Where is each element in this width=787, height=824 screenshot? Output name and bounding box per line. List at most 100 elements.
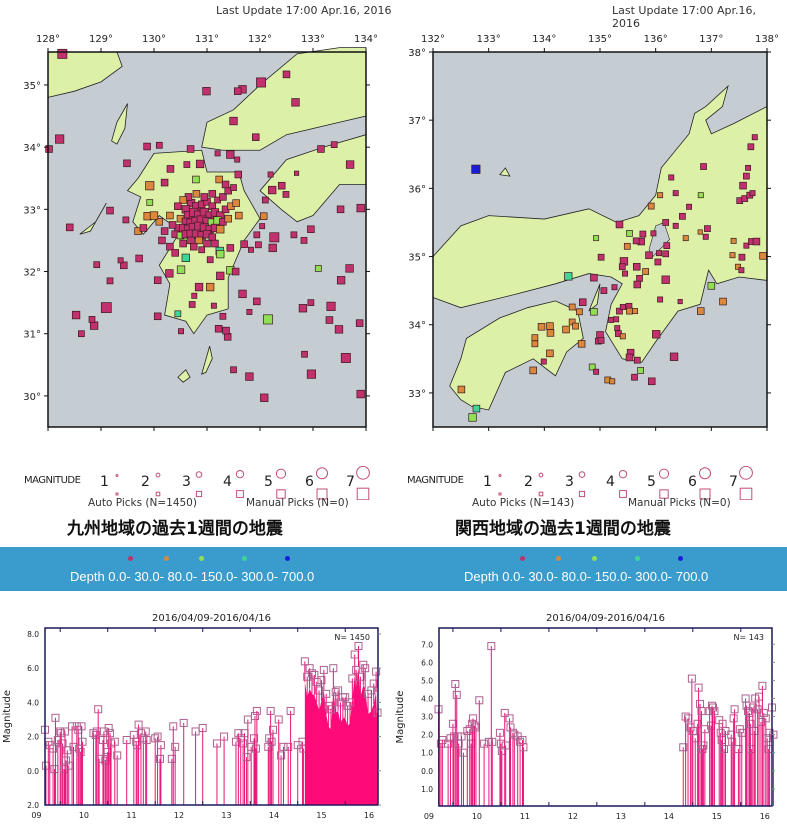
event-marker [451, 680, 460, 689]
magnitude-circle-icon [498, 474, 502, 477]
epicenter-marker [472, 404, 481, 413]
epicenter-marker [669, 352, 679, 361]
epicenter-marker [730, 237, 737, 244]
event-marker [322, 689, 331, 698]
epicenter-marker [529, 366, 537, 375]
magnitude-value: 1 [483, 474, 492, 490]
epicenter-marker [719, 297, 727, 306]
epicenter-marker [340, 353, 351, 363]
depth-legend-bar: Depth 0.0- 30.0- 80.0- 150.0- 300.0- 700… [0, 547, 787, 591]
longitude-label: 135° [588, 34, 612, 45]
epicenter-marker [224, 214, 232, 223]
depth-dot-0-30 [520, 556, 525, 561]
epicenter-marker [597, 253, 605, 261]
epicenter-marker [160, 178, 169, 187]
epicenter-marker [235, 211, 243, 220]
epicenter-marker [657, 296, 664, 303]
epicenter-marker [229, 116, 238, 126]
longitude-label: 133° [301, 34, 325, 45]
epicenter-marker [537, 323, 546, 331]
magnitude-circle-icon [195, 471, 203, 478]
depth-legend-text: Depth 0.0- 30.0- 80.0- 150.0- 300.0- 700… [70, 569, 315, 584]
epicenter-marker [336, 205, 345, 214]
epicenter-marker [632, 308, 639, 315]
epicenter-marker [139, 224, 148, 232]
y-tick-label: 4.0 [421, 694, 433, 703]
epicenter-marker [211, 239, 219, 248]
epicenter-marker [106, 277, 114, 285]
y-tick-label: 2.0 [421, 731, 433, 740]
epicenter-marker [697, 307, 705, 315]
event-marker [307, 669, 316, 678]
x-tick-label: 14 [269, 811, 279, 820]
event-marker [113, 751, 122, 760]
epicenter-marker [639, 230, 647, 238]
event-marker [475, 696, 484, 705]
dense-events-fill [304, 666, 378, 805]
epicenter-marker [45, 145, 53, 153]
y-tick-label: 6.0 [27, 664, 39, 673]
y-tick-label: 2.0 [27, 733, 39, 742]
epicenter-marker [294, 170, 300, 176]
epicenter-marker [71, 310, 81, 320]
event-marker [317, 676, 326, 685]
epicenter-marker [277, 181, 286, 190]
event-marker [155, 754, 164, 763]
magnitude-square-icon [236, 490, 244, 498]
land [499, 167, 511, 177]
event-marker [769, 730, 778, 739]
magnitude-circle-icon [155, 472, 161, 478]
x-tick-label: 13 [616, 812, 626, 821]
magnitude-square-icon [155, 491, 161, 497]
epicenter-marker [622, 270, 628, 277]
magnitude-legend-left: MAGNITUDE 1 2 3 4 5 6 7 [0, 466, 393, 506]
epicenter-marker [291, 98, 300, 107]
magnitude-square-icon [195, 490, 203, 498]
epicenter-marker [345, 264, 354, 273]
epicenter-marker [120, 261, 128, 270]
epicenter-marker [471, 164, 481, 174]
epicenter-marker [593, 235, 600, 242]
epicenter-marker [215, 175, 223, 184]
magnitude-value: 7 [729, 474, 738, 490]
epicenter-marker [143, 142, 151, 151]
epicenter-marker [198, 246, 206, 254]
event-marker [151, 734, 160, 743]
event-marker [76, 747, 85, 756]
epicenter-marker [263, 314, 273, 325]
event-marker [470, 721, 479, 730]
event-marker [341, 693, 350, 702]
magnitude-square-icon [619, 490, 627, 498]
epicenter-marker [546, 349, 554, 358]
epicenter-marker [153, 276, 162, 284]
latitude-label: 35° [23, 81, 41, 92]
epicenter-marker [165, 269, 174, 278]
land [177, 369, 191, 383]
epicenter-marker [89, 321, 99, 330]
y-tick-label: 2.0 [27, 801, 39, 810]
magnitude-value: 7 [346, 474, 355, 490]
epicenter-marker [171, 249, 179, 257]
epicenter-marker [206, 282, 215, 292]
event-marker [56, 727, 65, 736]
epicenter-marker [307, 299, 315, 306]
epicenter-marker [588, 363, 596, 371]
magnitude-square-icon [699, 488, 711, 500]
epicenter-marker [268, 185, 277, 195]
epicenter-marker [631, 373, 638, 381]
epicenter-marker [194, 282, 204, 292]
event-marker [220, 732, 229, 741]
epicenter-marker [255, 241, 262, 249]
event-marker [179, 718, 188, 727]
magnitude-value: 3 [182, 474, 191, 490]
epicenter-marker [661, 275, 670, 284]
epicenter-marker [626, 230, 633, 237]
event-marker [142, 736, 151, 745]
epicenter-marker [238, 289, 247, 299]
epicenter-marker [259, 212, 268, 220]
epicenter-marker [672, 222, 679, 229]
epicenter-marker [221, 180, 230, 189]
depth-dot-150-300 [635, 556, 640, 561]
x-tick-label: 14 [664, 812, 674, 821]
x-tick-label: 15 [316, 811, 326, 820]
